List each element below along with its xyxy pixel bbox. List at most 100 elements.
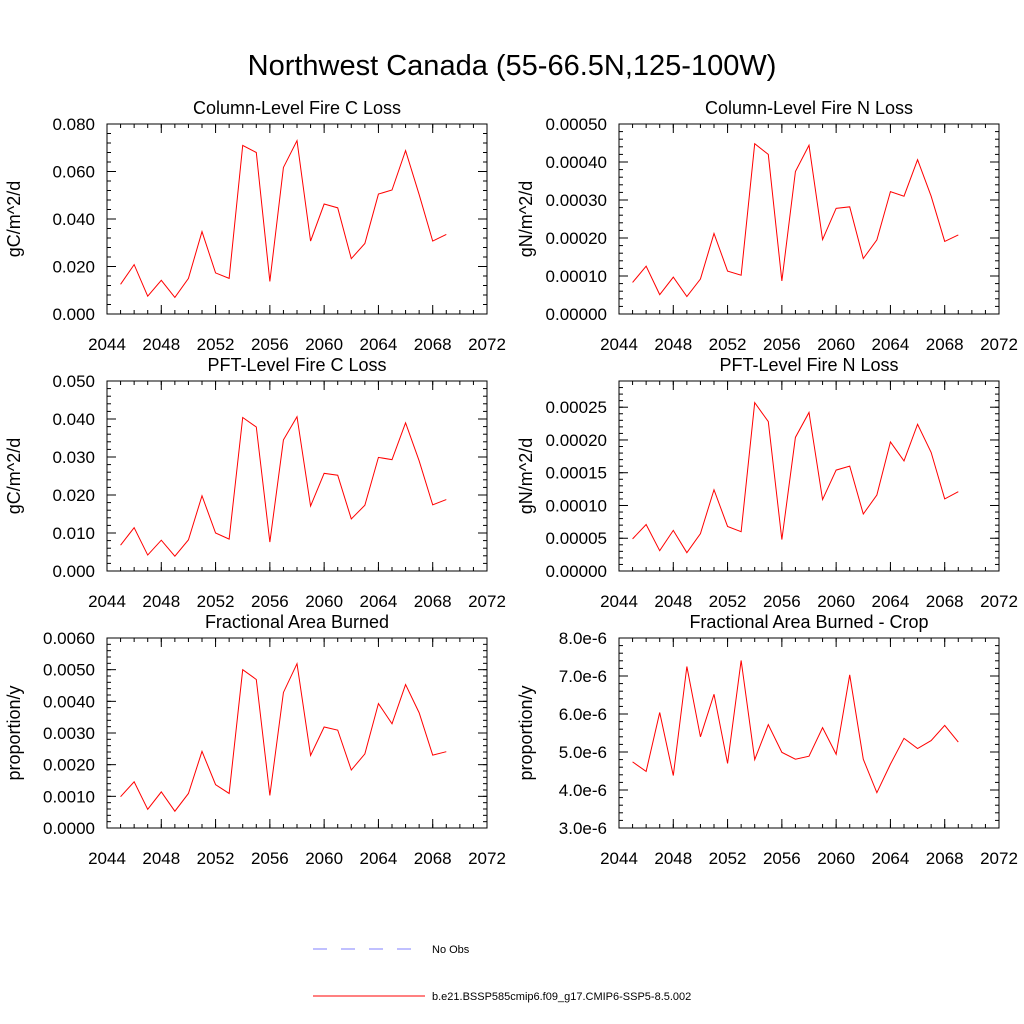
plot-frame	[106, 380, 488, 572]
plot-frame	[618, 380, 1000, 572]
x-tick-label: 2060	[305, 849, 343, 868]
x-tick-label: 2060	[305, 592, 343, 611]
x-tick-label: 2044	[600, 335, 638, 354]
y-tick-label: 0.0030	[43, 724, 95, 743]
series-line-1	[120, 661, 447, 813]
y-tick-label: 0.0020	[43, 756, 95, 775]
x-tick-label: 2068	[414, 335, 452, 354]
chart-panel-3: PFT-Level Fire C Loss 2044 2048 2052 2056 206…	[4, 355, 506, 611]
series-line-1	[120, 415, 447, 557]
panel-title: Column-Level Fire N Loss	[705, 98, 913, 118]
y-tick-label: 0.010	[52, 524, 95, 543]
y-axis-label: proportion/y	[516, 685, 536, 780]
x-tick-label: 2048	[654, 592, 692, 611]
x-tick-label: 2048	[654, 849, 692, 868]
x-tick-label: 2064	[872, 335, 910, 354]
y-axis-label: gC/m^2/d	[4, 438, 24, 514]
x-tick-label: 2072	[468, 592, 506, 611]
plot-frame	[618, 123, 1000, 315]
series-line-1	[632, 142, 959, 298]
chart-panel-6: Fractional Area Burned - Crop 2044 2048 205…	[516, 612, 1018, 868]
x-tick-label: 2048	[142, 335, 180, 354]
x-tick-label: 2068	[926, 849, 964, 868]
x-tick-label: 2060	[817, 849, 855, 868]
x-tick-label: 2052	[709, 849, 747, 868]
x-tick-label: 2052	[709, 335, 747, 354]
x-tick-label: 2060	[305, 335, 343, 354]
x-tick-label: 2044	[600, 592, 638, 611]
x-tick-label: 2056	[251, 335, 289, 354]
chart-panel-1: Column-Level Fire C Loss 2044 2048 2052 2056…	[4, 98, 506, 354]
y-tick-label: 0.020	[52, 258, 95, 277]
y-tick-label: 0.030	[52, 448, 95, 467]
y-tick-label: 7.0e-6	[559, 667, 607, 686]
y-axis-label: gC/m^2/d	[4, 181, 24, 257]
x-tick-label: 2060	[817, 335, 855, 354]
x-tick-label: 2068	[926, 592, 964, 611]
x-tick-label: 2052	[709, 592, 747, 611]
x-tick-label: 2056	[763, 335, 801, 354]
y-tick-label: 0.040	[52, 210, 95, 229]
panel-title: PFT-Level Fire C Loss	[207, 355, 386, 375]
x-tick-label: 2044	[600, 849, 638, 868]
y-tick-label: 3.0e-6	[559, 819, 607, 838]
x-tick-label: 2052	[197, 849, 235, 868]
y-tick-label: 0.040	[52, 410, 95, 429]
series-line-1	[120, 138, 447, 299]
chart-panel-4: PFT-Level Fire N Loss 2044 2048 2052 2056 206…	[516, 355, 1018, 611]
chart-panel-5: Fractional Area Burned 2044 2048 2052 2056 20…	[4, 612, 506, 868]
x-tick-label: 2056	[763, 849, 801, 868]
y-tick-label: 0.000	[52, 305, 95, 324]
x-tick-label: 2052	[197, 592, 235, 611]
x-tick-label: 2068	[926, 335, 964, 354]
y-tick-label: 0.080	[52, 115, 95, 134]
y-tick-label: 0.00020	[546, 431, 607, 450]
legend-label-2: b.e21.BSSP585cmip6.f09_g17.CMIP6-SSP5-8.…	[432, 991, 691, 1003]
y-tick-label: 0.0050	[43, 661, 95, 680]
y-tick-label: 0.00020	[546, 229, 607, 248]
panel-title: Fractional Area Burned - Crop	[689, 612, 928, 632]
y-tick-label: 0.00000	[546, 562, 607, 581]
x-tick-label: 2072	[980, 335, 1018, 354]
panel-title: Column-Level Fire C Loss	[193, 98, 401, 118]
figure-title: Northwest Canada (55-66.5N,125-100W)	[247, 50, 777, 82]
legend-label-1: No Obs	[432, 944, 470, 956]
y-tick-label: 0.050	[52, 372, 95, 391]
x-tick-label: 2072	[980, 592, 1018, 611]
x-tick-label: 2056	[763, 592, 801, 611]
y-tick-label: 4.0e-6	[559, 781, 607, 800]
series-line-1	[632, 401, 959, 554]
x-tick-label: 2072	[468, 335, 506, 354]
y-tick-label: 0.00000	[546, 305, 607, 324]
x-tick-label: 2064	[360, 592, 398, 611]
x-tick-label: 2064	[872, 592, 910, 611]
y-tick-label: 0.000	[52, 562, 95, 581]
x-tick-label: 2048	[142, 849, 180, 868]
plot-frame	[618, 637, 1000, 829]
y-tick-label: 0.0040	[43, 692, 95, 711]
x-tick-label: 2056	[251, 849, 289, 868]
y-tick-label: 0.0000	[43, 819, 95, 838]
x-tick-label: 2068	[414, 592, 452, 611]
x-tick-label: 2052	[197, 335, 235, 354]
y-tick-label: 0.00030	[546, 191, 607, 210]
y-tick-label: 0.00010	[546, 267, 607, 286]
series-line-1	[632, 660, 959, 794]
x-tick-label: 2060	[817, 592, 855, 611]
x-tick-label: 2048	[654, 335, 692, 354]
y-tick-label: 6.0e-6	[559, 705, 607, 724]
x-tick-label: 2044	[88, 592, 126, 611]
y-tick-label: 0.00005	[546, 529, 607, 548]
y-tick-label: 0.00025	[546, 398, 607, 417]
x-tick-label: 2064	[360, 335, 398, 354]
x-tick-label: 2044	[88, 849, 126, 868]
legend: No Obs b.e21.BSSP585cmip6.f09_g17.CMIP6-S…	[313, 944, 691, 1003]
y-tick-label: 0.00040	[546, 153, 607, 172]
x-tick-label: 2064	[872, 849, 910, 868]
y-axis-label: gN/m^2/d	[516, 438, 536, 514]
x-tick-label: 2072	[468, 849, 506, 868]
y-tick-label: 0.0010	[43, 787, 95, 806]
y-tick-label: 0.0060	[43, 629, 95, 648]
y-tick-label: 0.00010	[546, 496, 607, 515]
